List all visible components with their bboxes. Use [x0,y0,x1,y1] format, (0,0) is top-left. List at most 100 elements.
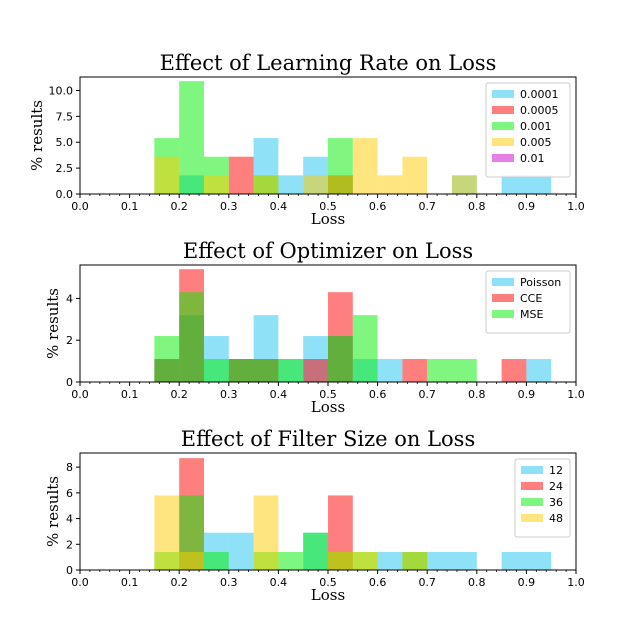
x-tick-label: 0.3 [220,388,238,401]
histogram-bar [328,336,353,382]
histogram-bar [427,359,452,382]
histogram-bar [377,552,403,570]
histogram-bar [452,175,477,194]
y-tick-label: 0 [66,564,73,577]
histogram-bar [154,336,180,382]
x-tick-label: 0.0 [71,388,89,401]
histogram-bar [526,359,552,382]
histogram-bar [228,156,254,194]
legend-swatch [492,310,514,318]
x-tick-label: 0.7 [418,576,436,589]
histogram-bar [179,292,204,382]
x-tick-label: 0.1 [121,200,139,213]
x-axis-label: Loss [311,586,345,604]
histogram-bar [228,532,254,570]
x-tick-label: 0.4 [270,200,288,213]
y-tick-label: 7.5 [56,110,74,123]
y-tick-label: 4 [66,513,73,526]
x-tick-label: 0.2 [170,200,188,213]
histogram-bar [402,359,428,382]
histogram-bar [278,175,304,194]
histogram-bar [253,359,279,382]
legend-label: CCE [520,292,542,305]
x-tick-label: 0.8 [468,388,486,401]
x-tick-label: 0.0 [71,200,89,213]
histogram-bar [253,495,279,570]
legend-label: 0.005 [520,136,552,149]
x-tick-label: 0.9 [518,200,536,213]
histogram-bar [278,552,304,570]
x-tick-label: 0.4 [270,388,288,401]
legend-label: 36 [549,496,563,509]
x-tick-label: 0.5 [319,200,337,213]
y-axis-label: % results [44,288,62,359]
y-tick-label: 0 [66,376,73,389]
legend-swatch [492,122,514,130]
x-tick-label: 0.9 [518,388,536,401]
x-tick-label: 0.5 [319,388,337,401]
legend-swatch [521,466,543,474]
legend-swatch [492,138,514,146]
x-tick-label: 0.3 [220,200,238,213]
legend-swatch [521,514,543,522]
x-tick-label: 0.5 [319,576,337,589]
x-tick-label: 0.1 [121,388,139,401]
y-axis-label: % results [44,476,62,547]
legend-label: 24 [549,480,563,493]
histogram-bar [501,175,527,194]
x-tick-label: 0.1 [121,576,139,589]
y-tick-label: 2 [66,334,73,347]
y-tick-label: 5.0 [56,136,74,149]
histogram-bar [303,359,328,382]
legend-swatch [521,482,543,490]
histogram-bar [278,359,304,382]
y-axis-label: % results [28,100,46,171]
x-tick-label: 0.6 [369,576,387,589]
legend-label: 0.01 [520,152,545,165]
histogram-bar [352,138,378,194]
histogram-bar [501,552,527,570]
x-tick-label: 0.2 [170,576,188,589]
x-tick-label: 0.4 [270,576,288,589]
x-tick-label: 0.6 [369,200,387,213]
x-tick-label: 0.8 [468,576,486,589]
histogram-bar [377,175,403,194]
histogram-bar [204,175,229,194]
histogram-bar [452,359,477,382]
histogram-bar [501,359,527,382]
histogram-bar [179,81,204,194]
legend-label: MSE [520,308,543,321]
legend-label: 0.0005 [520,104,559,117]
x-tick-label: 0.2 [170,388,188,401]
legend-label: Poisson [520,276,561,289]
histogram-bar [228,359,254,382]
y-tick-label: 2.5 [56,162,74,175]
histogram-bar [204,552,229,570]
legend-label: 0.0001 [520,88,559,101]
histogram-bar [352,552,378,570]
histogram-bar [204,359,229,382]
x-tick-label: 0.8 [468,200,486,213]
legend-swatch [521,498,543,506]
legend-label: 48 [549,512,563,525]
x-tick-label: 0.7 [418,388,436,401]
legend-swatch [492,294,514,302]
chart-title: Effect of Learning Rate on Loss [160,51,497,75]
x-tick-label: 0.9 [518,576,536,589]
histogram-bar [377,359,403,382]
y-tick-label: 8 [66,461,73,474]
x-tick-label: 1.0 [567,388,585,401]
histogram-bar [154,495,180,570]
histogram-bar [154,156,180,194]
y-tick-label: 2 [66,538,73,551]
histogram-bar [427,552,452,570]
x-axis-label: Loss [311,210,345,228]
x-tick-label: 1.0 [567,200,585,213]
y-tick-label: 4 [66,292,73,305]
chart-title: Effect of Filter Size on Loss [181,427,475,451]
x-tick-label: 0.7 [418,200,436,213]
histogram-bar [179,552,204,570]
histogram-bar [526,175,552,194]
histogram-bar [526,552,552,570]
